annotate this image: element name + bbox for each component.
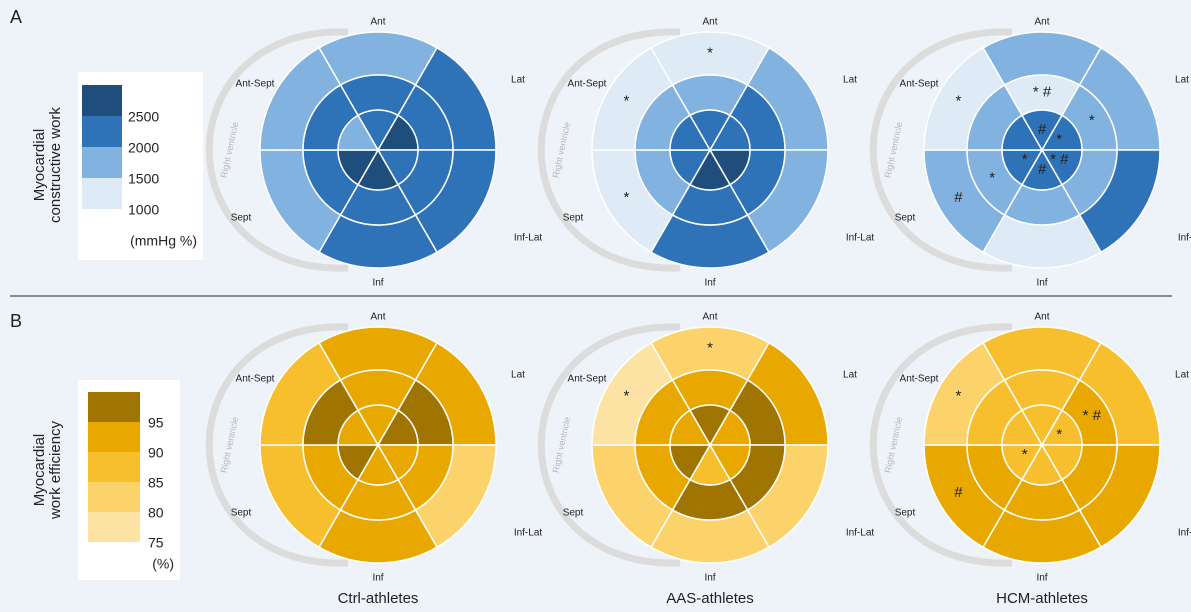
significance-mark: * xyxy=(989,170,995,187)
segment-label: Inf xyxy=(1036,278,1047,289)
colorbar-unit: (%) xyxy=(152,556,174,572)
segment-label: Ant-Sept xyxy=(900,79,939,90)
colorbar-swatch xyxy=(88,392,140,422)
segment-label: Inf xyxy=(704,573,715,584)
segment-label: Lat xyxy=(843,370,857,381)
segment-label: Ant xyxy=(702,312,717,323)
rv-outline xyxy=(537,323,681,567)
rv-outline xyxy=(205,28,349,272)
segment-label: Inf-Lat xyxy=(1178,528,1191,539)
segment-label: Ant-Sept xyxy=(568,374,607,385)
segment-label: Ant-Sept xyxy=(900,374,939,385)
colorbar-tick-label: 90 xyxy=(148,445,164,461)
segment-label: Sept xyxy=(563,508,584,519)
colorbar-swatch xyxy=(88,482,140,512)
colorbar-title: Myocardial xyxy=(31,434,48,507)
colorbar-tick-label: 2000 xyxy=(128,140,159,156)
colorbar-title: Myocardial xyxy=(31,129,48,202)
significance-mark: * # xyxy=(1033,83,1052,100)
colorbar-tick-label: 75 xyxy=(148,535,164,551)
significance-mark: * xyxy=(956,388,962,405)
significance-mark: * xyxy=(1022,151,1028,168)
segment xyxy=(669,114,712,151)
segment xyxy=(337,114,380,151)
significance-mark: * # xyxy=(1083,407,1102,424)
segment-label: Sept xyxy=(231,508,252,519)
colorbar-tick-label: 2500 xyxy=(128,109,159,125)
segment-label: Inf xyxy=(704,278,715,289)
panel-letter: B xyxy=(10,311,22,331)
colorbar-tick-label: 85 xyxy=(148,475,164,491)
significance-mark: * xyxy=(956,93,962,110)
significance-mark: # xyxy=(954,189,963,206)
segment-label: Ant xyxy=(370,17,385,28)
significance-mark: * # xyxy=(1050,151,1069,168)
segment-label: Inf xyxy=(1036,573,1047,584)
rv-outline xyxy=(537,28,681,272)
segment-label: Inf-Lat xyxy=(846,528,875,539)
colorbar-tick-label: 1000 xyxy=(128,202,159,218)
colorbar-swatch xyxy=(88,422,140,452)
segment xyxy=(669,409,712,446)
segment-label: Ant xyxy=(370,312,385,323)
significance-mark: * xyxy=(707,339,713,356)
significance-mark: # xyxy=(1038,161,1047,178)
segment-label: Inf-Lat xyxy=(1178,233,1191,244)
colorbar-swatch xyxy=(82,116,122,147)
panel-letter: A xyxy=(10,7,22,27)
segment-label: Lat xyxy=(511,370,525,381)
segment xyxy=(337,409,380,446)
colorbar-swatch xyxy=(88,512,140,542)
colorbar-title: constructive work xyxy=(47,107,64,223)
segment-label: Inf xyxy=(372,573,383,584)
segment-label: Lat xyxy=(1175,75,1189,86)
segment-label: Lat xyxy=(1175,370,1189,381)
significance-mark: * xyxy=(707,44,713,61)
rv-outline xyxy=(869,323,1013,567)
segment-label: Inf xyxy=(372,278,383,289)
colorbar-swatch xyxy=(82,178,122,209)
segment-label: Ant-Sept xyxy=(568,79,607,90)
group-label: HCM-athletes xyxy=(996,590,1088,607)
segment-label: Ant xyxy=(702,17,717,28)
rv-outline xyxy=(869,28,1013,272)
colorbar-tick-label: 80 xyxy=(148,505,164,521)
colorbar-unit: (mmHg %) xyxy=(130,233,197,249)
segment-label: Lat xyxy=(511,75,525,86)
group-label: Ctrl-athletes xyxy=(338,590,419,607)
segment-label: Ant-Sept xyxy=(236,374,275,385)
segment-label: Lat xyxy=(843,75,857,86)
significance-mark: * xyxy=(1056,131,1062,148)
segment xyxy=(1001,114,1044,151)
colorbar-tick-label: 1500 xyxy=(128,171,159,187)
significance-mark: * xyxy=(624,388,630,405)
segment xyxy=(1001,409,1044,446)
significance-mark: * xyxy=(1056,426,1062,443)
segment-label: Ant xyxy=(1034,17,1049,28)
segment-label: Inf-Lat xyxy=(514,528,543,539)
segment-label: Inf-Lat xyxy=(846,233,875,244)
group-label: AAS-athletes xyxy=(666,590,754,607)
segment-label: Sept xyxy=(231,213,252,224)
significance-mark: # xyxy=(1038,121,1047,138)
segment-label: Inf-Lat xyxy=(514,233,543,244)
segment-label: Sept xyxy=(563,213,584,224)
colorbar-swatch xyxy=(82,85,122,116)
segment-label: Sept xyxy=(895,508,916,519)
colorbar-swatch xyxy=(82,147,122,178)
colorbar-tick-label: 95 xyxy=(148,415,164,431)
segment-label: Ant-Sept xyxy=(236,79,275,90)
significance-mark: # xyxy=(954,484,963,501)
significance-mark: * xyxy=(1089,112,1095,129)
rv-outline xyxy=(205,323,349,567)
colorbar-swatch xyxy=(88,452,140,482)
colorbar-title: work efficiency xyxy=(47,420,64,520)
significance-mark: * xyxy=(1022,446,1028,463)
significance-mark: * xyxy=(624,189,630,206)
segment-label: Ant xyxy=(1034,312,1049,323)
segment-label: Sept xyxy=(895,213,916,224)
significance-mark: * xyxy=(624,93,630,110)
